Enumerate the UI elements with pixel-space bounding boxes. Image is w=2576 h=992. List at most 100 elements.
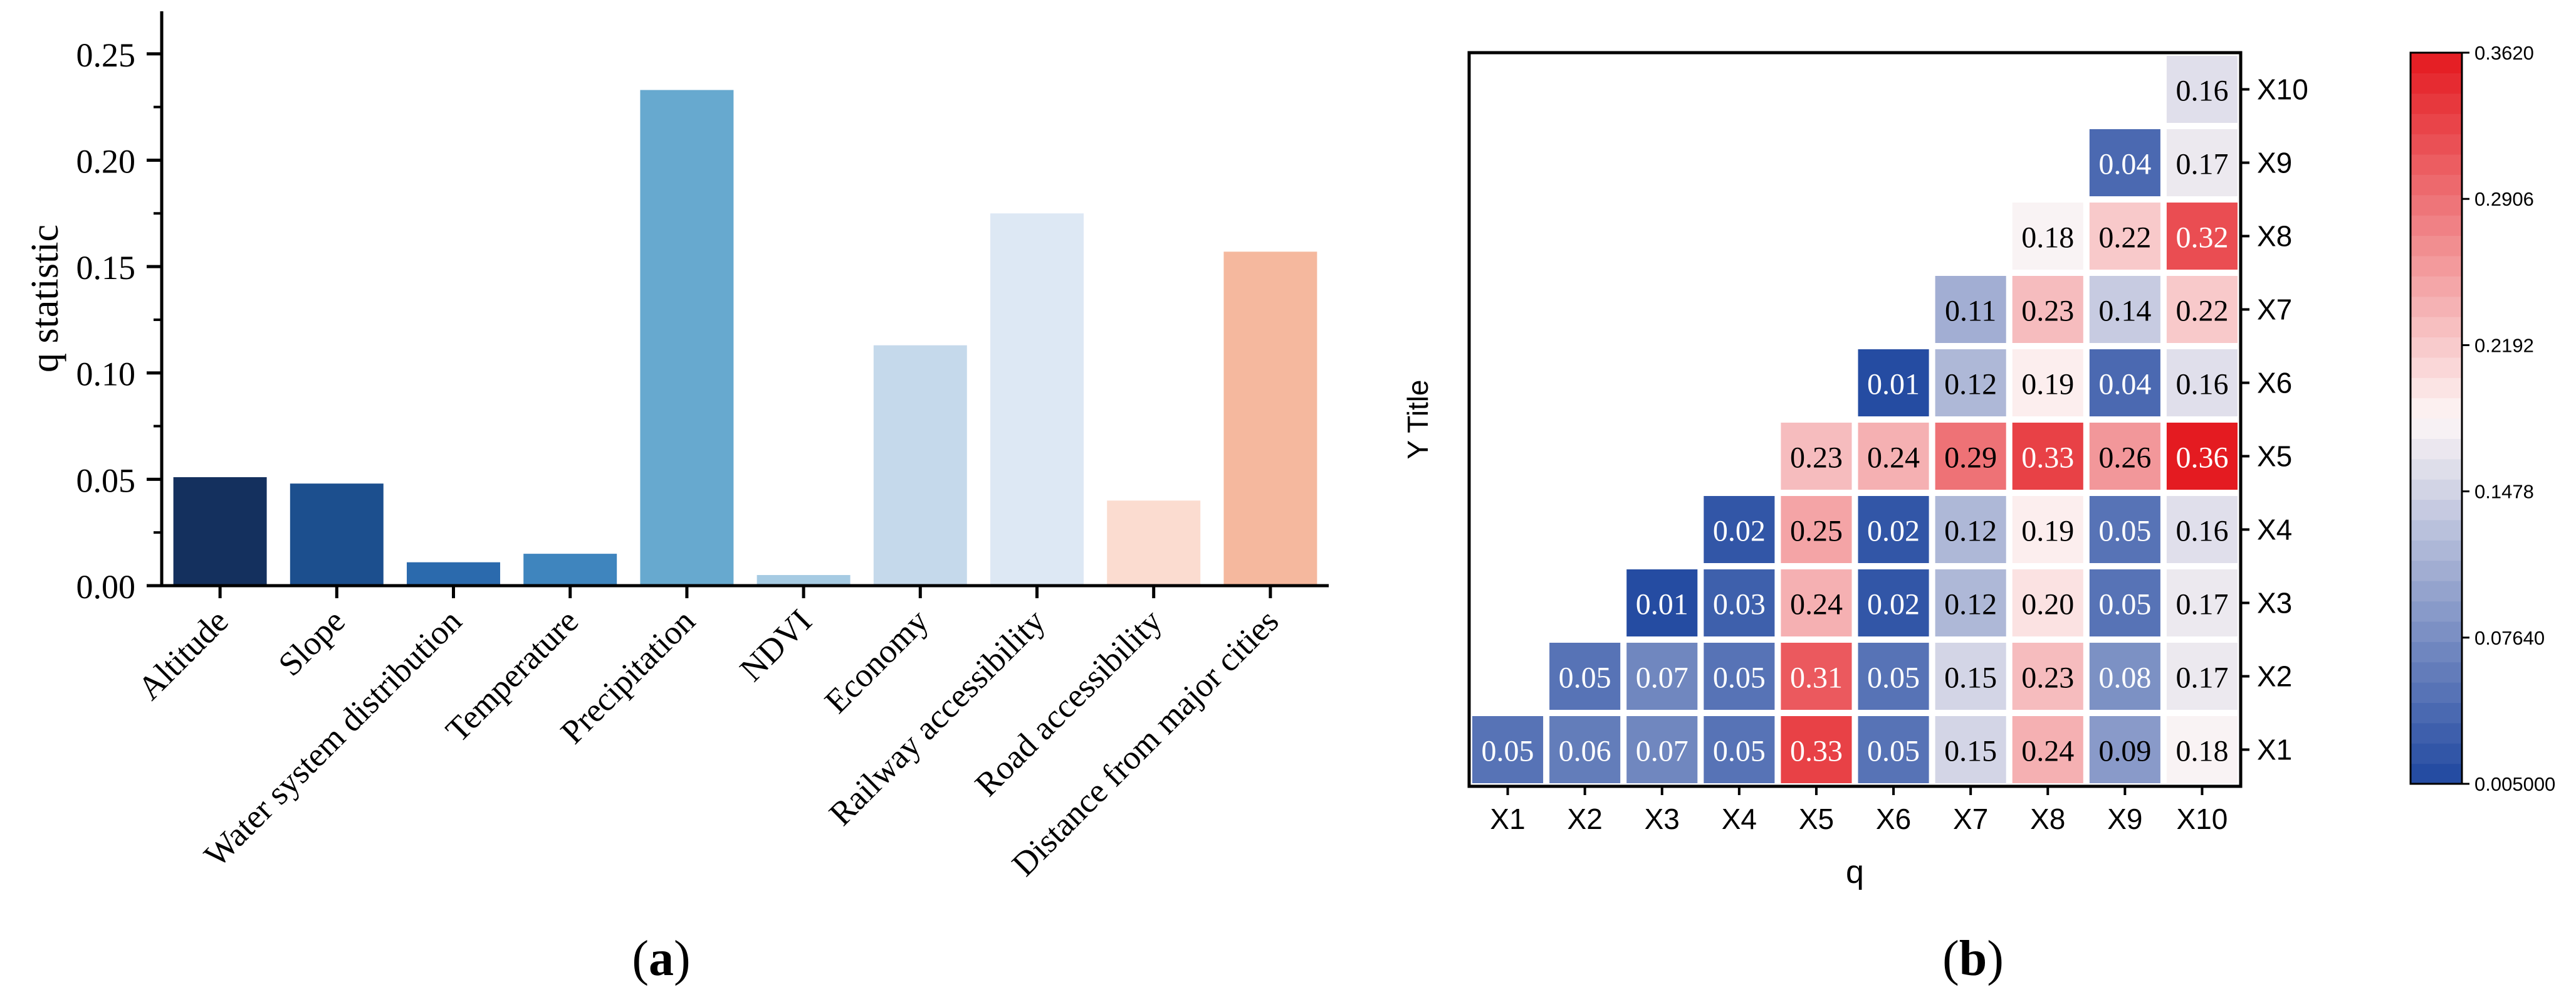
bar	[757, 575, 851, 586]
heatmap-cell	[2012, 276, 2083, 343]
colorbar-band	[2411, 662, 2462, 683]
heatmap-cell-label: 0.22	[2175, 295, 2228, 328]
heatmap-y-tick-label: X3	[2257, 587, 2292, 620]
heatmap-cell	[1626, 569, 1698, 636]
heatmap-cell	[2012, 496, 2083, 563]
heatmap-cell	[2012, 643, 2083, 710]
heatmap-cell	[1626, 643, 1698, 710]
heatmap-cell	[1935, 643, 2006, 710]
bar-y-tick-label: 0.20	[76, 142, 136, 180]
heatmap-cell	[2166, 56, 2238, 123]
heatmap-x-tick-label: X7	[1953, 803, 1988, 835]
heatmap-x-tick-label: X8	[2030, 803, 2065, 835]
heatmap-cell	[2166, 129, 2238, 196]
bar-x-tick-label: Slope	[271, 602, 352, 683]
heatmap-x-tick-label: X3	[1645, 803, 1680, 835]
heatmap-cell-label: 0.11	[1945, 295, 1996, 328]
heatmap-x-tick-label: X1	[1490, 803, 1525, 835]
heatmap-cell-label: 0.31	[1790, 662, 1843, 695]
heatmap-cell-label: 0.25	[1790, 515, 1843, 548]
bar	[990, 213, 1084, 586]
heatmap-y-tick-label: X7	[2257, 293, 2292, 326]
heatmap-cell-label: 0.17	[2175, 588, 2228, 621]
heatmap-cell	[1935, 569, 2006, 636]
bar-y-tick-label: 0.00	[76, 568, 136, 606]
heatmap-cell	[1935, 276, 2006, 343]
heatmap-cell-label: 0.04	[2098, 368, 2151, 401]
colorbar-tick-label: 0.005000	[2474, 773, 2555, 795]
bar-series	[173, 90, 1317, 586]
heatmap-cell	[1858, 643, 1929, 710]
heatmap-cell	[1935, 423, 2006, 490]
heatmap-cell-label: 0.19	[2021, 368, 2074, 401]
heatmap-frame	[1467, 51, 2243, 788]
heatmap-cell-label: 0.15	[1944, 662, 1997, 695]
heatmap-cell-label: 0.09	[2098, 735, 2151, 768]
bar	[173, 477, 267, 586]
heatmap-cell-label: 0.18	[2021, 221, 2074, 255]
heatmap-cell-label: 0.08	[2098, 662, 2151, 695]
heatmap-cell	[2166, 716, 2238, 783]
heatmap-cell	[1704, 496, 1775, 563]
heatmap-cell	[1858, 496, 1929, 563]
heatmap-cell	[2089, 129, 2160, 196]
colorbar-band	[2411, 255, 2462, 277]
bar	[523, 554, 617, 586]
heatmap-cell-label: 0.05	[1867, 735, 1920, 768]
bar	[640, 90, 734, 586]
panel-label-b: (b)	[1942, 931, 2004, 986]
heatmap-cell-label: 0.33	[1790, 735, 1843, 768]
heatmap-cell-label: 0.16	[2175, 75, 2228, 108]
colorbar-band	[2411, 581, 2462, 602]
colorbar-band	[2411, 317, 2462, 338]
colorbar-band	[2411, 438, 2462, 460]
heatmap-cell	[2089, 203, 2160, 270]
colorbar-band	[2411, 134, 2462, 155]
heatmap-y-tick-label: X10	[2257, 73, 2308, 106]
heatmap-cell-label: 0.24	[2021, 735, 2074, 768]
colorbar-band	[2411, 499, 2462, 520]
bar	[290, 483, 384, 586]
heatmap-panel: 0.05 0.06 0.07 0.05 0.33 0.05 0.15 0.24 0.09 0.18…	[1401, 42, 2555, 986]
colorbar-band	[2411, 702, 2462, 724]
colorbar-band	[2411, 73, 2462, 94]
heatmap-x-tick-label: X6	[1876, 803, 1911, 835]
colorbar-tick-label: 0.1478	[2474, 481, 2534, 503]
colorbar-band	[2411, 53, 2462, 73]
bar-y-tick-label: 0.10	[76, 356, 136, 393]
heatmap-cell	[1781, 643, 1852, 710]
heatmap-y-tick-label: X5	[2257, 440, 2292, 473]
heatmap-x-tick-label: X9	[2107, 803, 2142, 835]
heatmap-cell	[1781, 423, 1852, 490]
heatmap-cell-label: 0.05	[2098, 588, 2151, 621]
heatmap-cell-label: 0.01	[1867, 368, 1920, 401]
heatmap-cell	[2166, 276, 2238, 343]
heatmap-cell-label: 0.05	[1559, 662, 1611, 695]
heatmap-cell	[1935, 496, 2006, 563]
bar-y-ticks: 0.00 0.05 0.10 0.15 0.20 0.25	[76, 36, 162, 606]
heatmap-cell	[1858, 569, 1929, 636]
colorbar-band	[2411, 174, 2462, 196]
heatmap-cell	[2012, 203, 2083, 270]
heatmap-y-tick-labels: X1 X2 X3 X4 X5 X6 X7 X8 X9 X10	[2241, 73, 2308, 766]
heatmap-cell	[2166, 643, 2238, 710]
heatmap-x-axis-label: q	[1846, 854, 1864, 890]
colorbar-band	[2411, 621, 2462, 642]
heatmap-cell	[1704, 569, 1775, 636]
heatmap-colorbar: 0.005000 0.07640 0.1478 0.2192 0.2906 0.3620	[2409, 42, 2555, 795]
panel-label-a: (a)	[632, 931, 690, 986]
heatmap-cell-label: 0.01	[1636, 588, 1689, 621]
heatmap-cell	[2089, 643, 2160, 710]
colorbar-tick-label: 0.07640	[2474, 627, 2545, 649]
heatmap-cell	[2089, 349, 2160, 416]
heatmap-x-tick-label: X2	[1568, 803, 1603, 835]
heatmap-cell	[1781, 716, 1852, 783]
heatmap-y-tick-label: X8	[2257, 220, 2292, 253]
heatmap-y-tick-label: X2	[2257, 660, 2292, 693]
colorbar-band	[2411, 540, 2462, 561]
heatmap-x-tick-label: X10	[2177, 803, 2228, 835]
heatmap-cell	[2012, 349, 2083, 416]
heatmap-cell	[1858, 716, 1929, 783]
heatmap-cell-label: 0.16	[2175, 515, 2228, 548]
heatmap-y-tick-label: X6	[2257, 367, 2292, 399]
